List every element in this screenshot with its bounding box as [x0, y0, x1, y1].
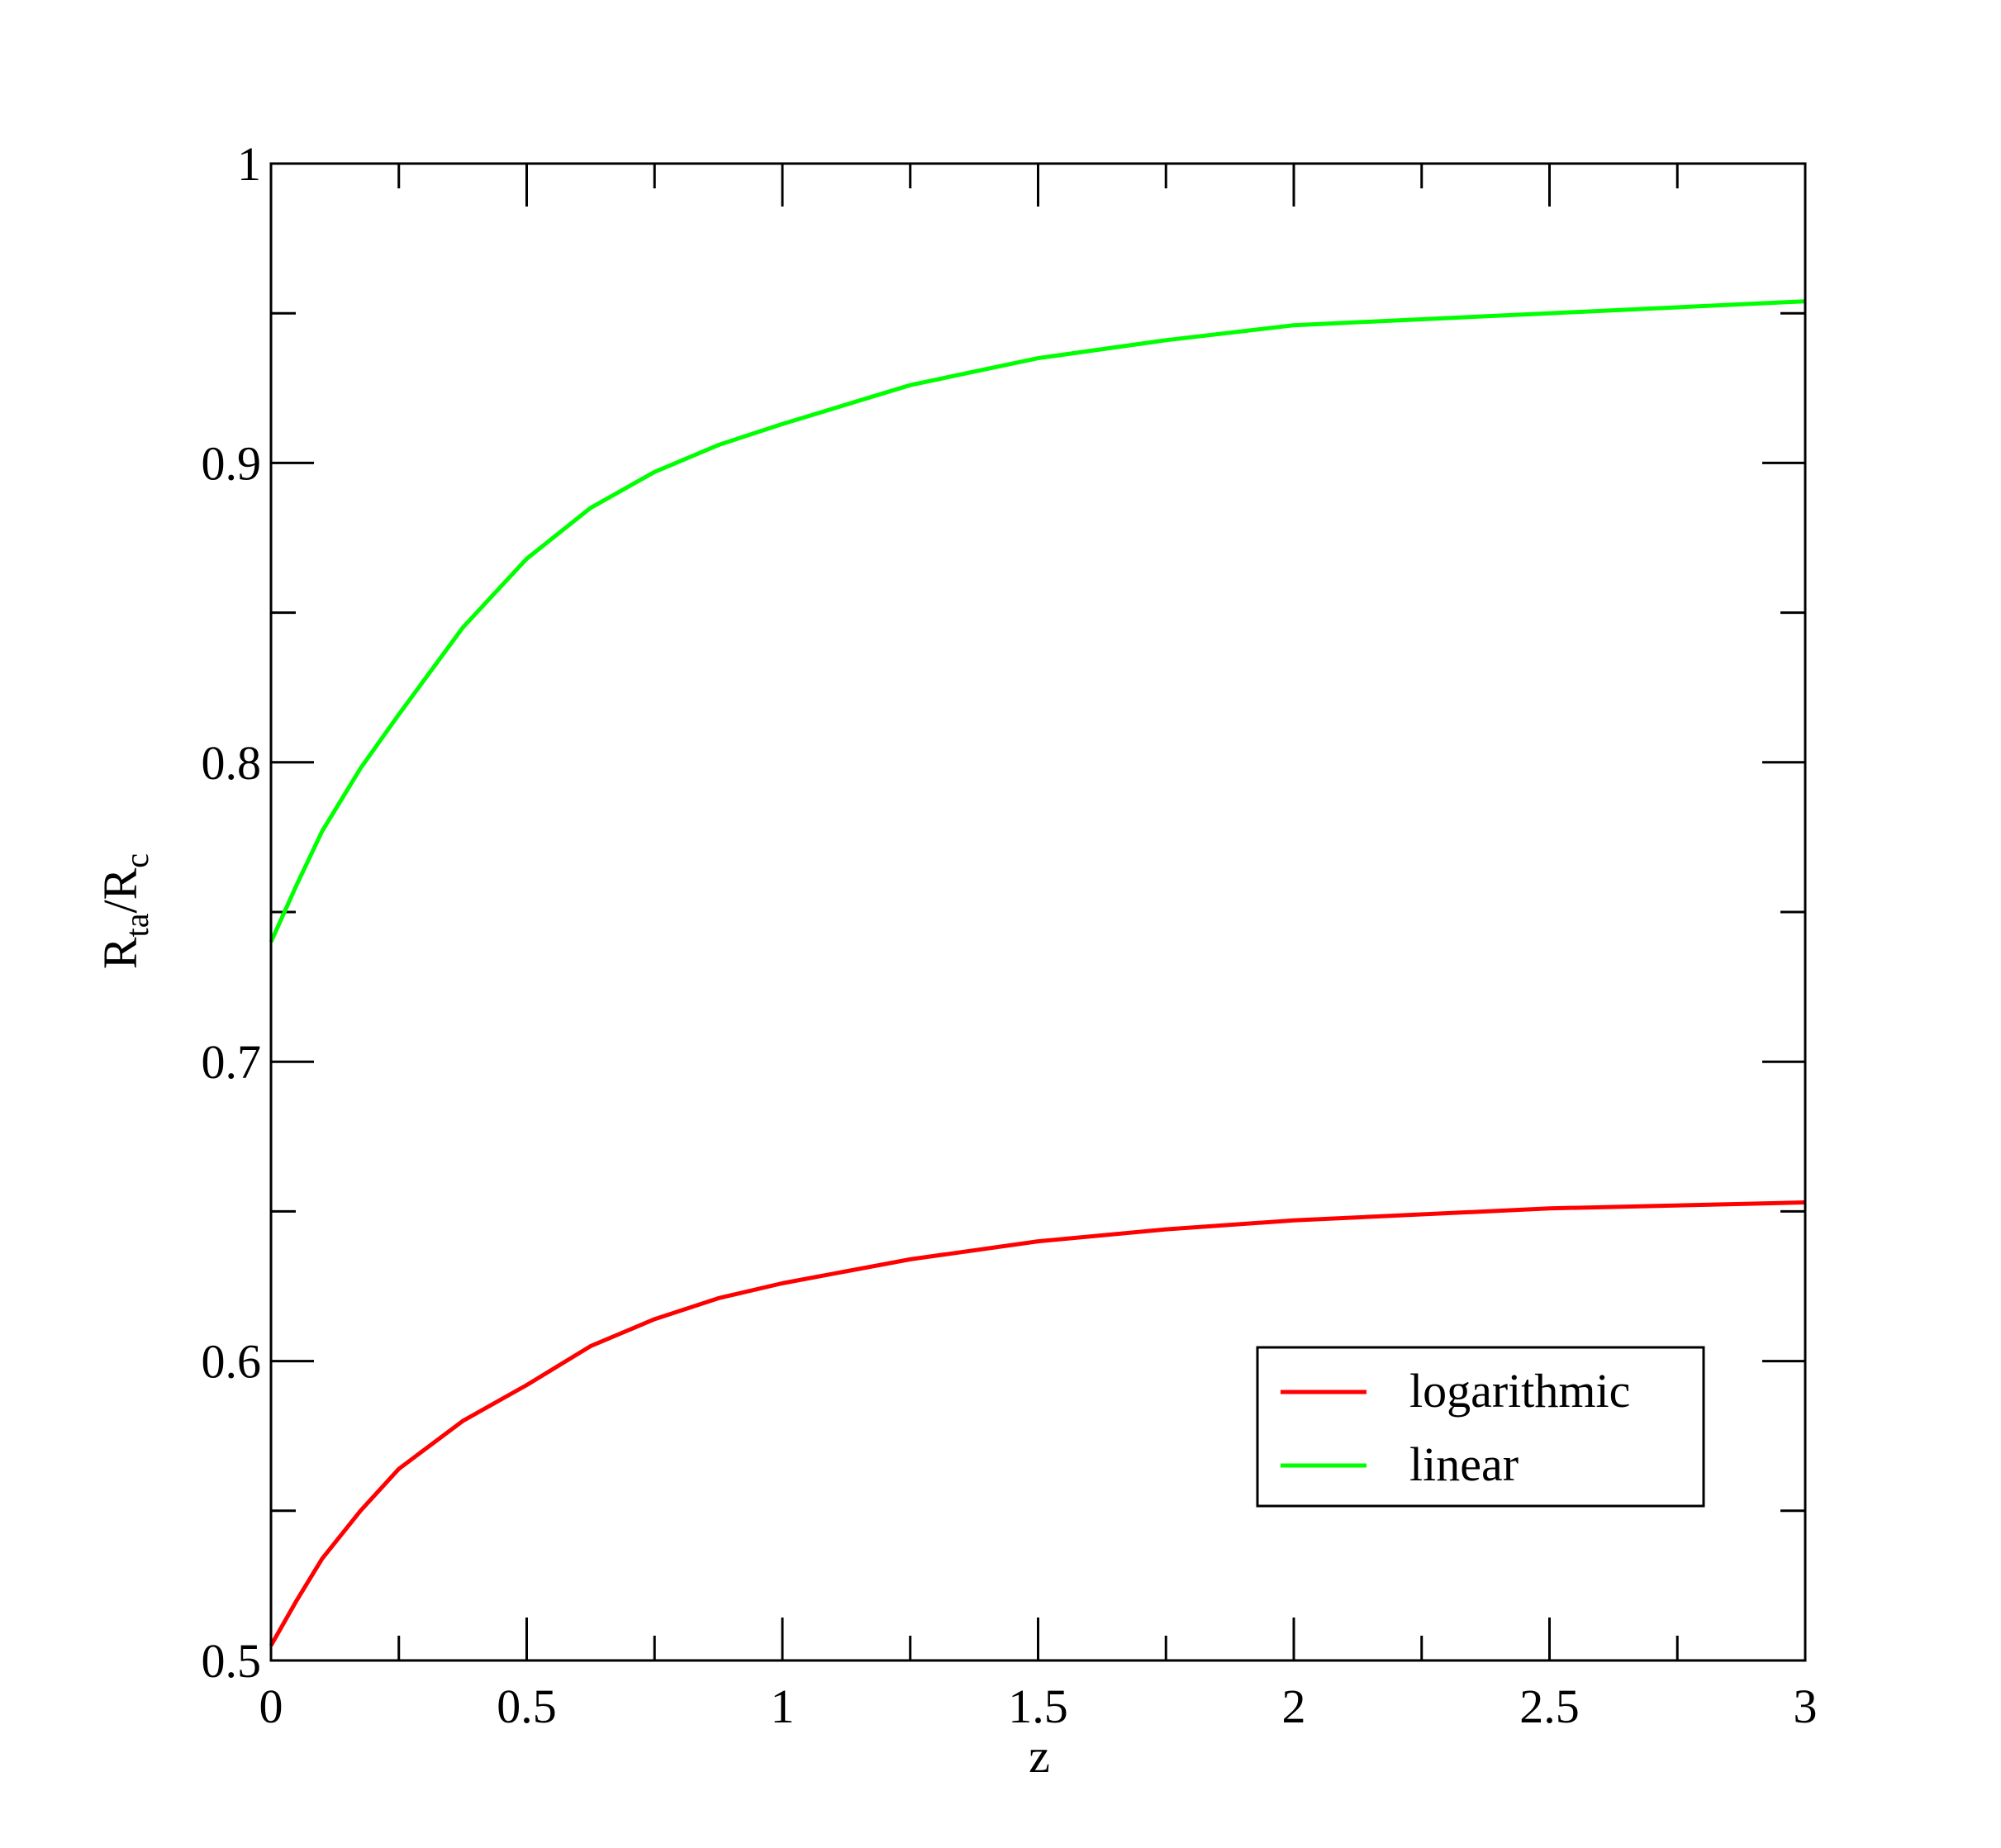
y-tick-label: 0.6 — [202, 1335, 262, 1389]
legend-box — [1256, 1346, 1705, 1508]
x-tick-label: 3 — [1794, 1679, 1818, 1733]
x-tick-label: 0 — [259, 1679, 283, 1733]
x-tick-label: 0.5 — [497, 1679, 557, 1733]
y-tick-label: 0.8 — [202, 736, 262, 790]
x-tick-label: 1 — [771, 1679, 795, 1733]
plot-frame — [269, 162, 1807, 1662]
x-axis-label: z — [1029, 1729, 1050, 1783]
y-axis-label: Rta/Rc — [93, 853, 155, 969]
x-tick-label: 2 — [1282, 1679, 1306, 1733]
y-tick-label: 0.9 — [202, 436, 262, 490]
data-line — [269, 299, 1806, 943]
legend-label: linear — [1409, 1437, 1519, 1491]
y-axis-label-subscript: c — [118, 853, 155, 868]
x-tick-label: 2.5 — [1519, 1679, 1580, 1733]
y-tick-label: 1 — [237, 137, 261, 191]
data-line — [269, 1200, 1806, 1647]
y-tick-label: 0.5 — [202, 1634, 262, 1688]
legend-label: logarithmic — [1409, 1364, 1630, 1418]
y-axis-label-part: /R — [93, 867, 147, 913]
y-tick-label: 0.7 — [202, 1035, 262, 1089]
y-axis-label-subscript: ta — [118, 913, 155, 937]
x-tick-label: 1.5 — [1008, 1679, 1068, 1733]
y-axis-label-part: R — [93, 937, 147, 969]
